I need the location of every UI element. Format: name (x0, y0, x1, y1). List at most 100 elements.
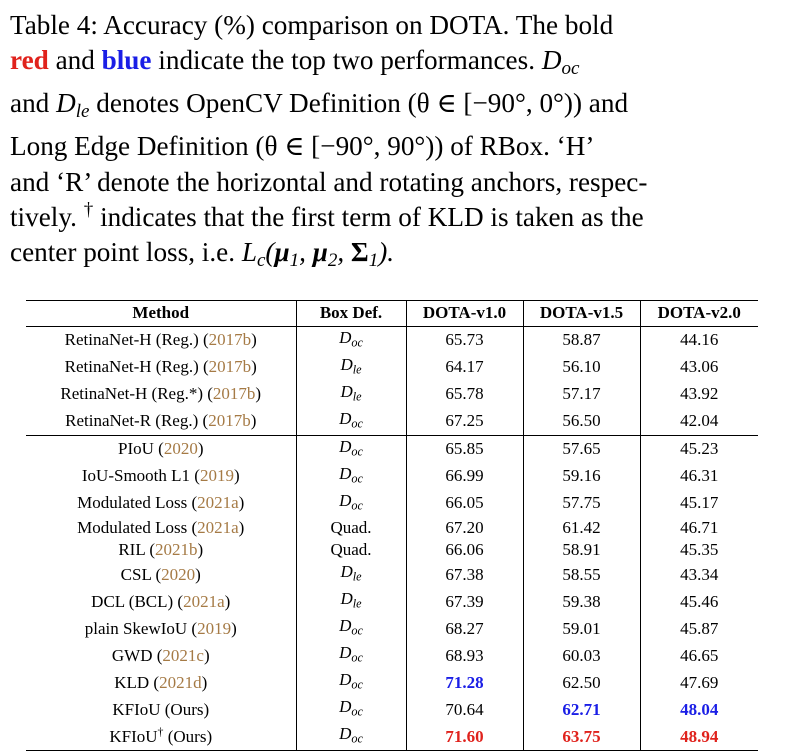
header-dota-v2-0: DOTA-v2.0 (639, 300, 758, 327)
header-box-def: Box Def. (295, 300, 406, 327)
header-dota-v1-0: DOTA-v1.0 (405, 300, 523, 327)
dota-v1-0-value: 64.17 (405, 353, 523, 381)
table-row: KLD (2021d) Doc 71.28 62.50 47.69 (26, 669, 758, 697)
citation-link[interactable]: 2021a (183, 591, 225, 611)
citation-link[interactable]: 2020 (161, 564, 196, 584)
citation-link[interactable]: 2021d (159, 672, 202, 692)
caption-line-6: tively. † indicates that the first term … (10, 199, 644, 232)
dota-v1-0-value: 70.64 (405, 696, 523, 724)
method-cell: RIL (2021b) (118, 540, 204, 560)
box-def-cell: Doc (295, 489, 406, 517)
box-def-cell: Doc (295, 462, 406, 490)
method-cell: KFIoU† (Ours) (26, 723, 296, 751)
box-def-cell: Doc (295, 407, 406, 436)
table-row: RIL (2021b) Quad. 66.06 58.91 45.35 (26, 539, 758, 562)
table-caption: Table 4: Accuracy (%) comparison on DOTA… (10, 8, 778, 278)
table-row: DCL (BCL) (2021a) Dle 67.39 59.38 45.46 (26, 588, 758, 616)
citation-link[interactable]: 2017b (208, 357, 252, 377)
table-row: KFIoU (Ours) Doc 70.64 62.71 48.04 (26, 696, 758, 724)
dota-v1-0-value: 67.38 (405, 561, 523, 589)
caption-line-5: and ‘R’ denote the horizontal and rotati… (10, 166, 648, 197)
dota-v2-0-value: 43.92 (639, 380, 758, 408)
table-row: Modulated Loss (2021a) Quad. 67.20 61.42 46.… (26, 516, 758, 540)
box-def-cell: Doc (295, 723, 406, 751)
citation-link[interactable]: 2021a (197, 493, 239, 513)
method-cell: CSL (2020) (120, 564, 201, 584)
box-def-cell: Quad. (295, 516, 406, 540)
table-row: CSL (2020) Dle 67.38 58.55 43.34 (26, 561, 758, 589)
table-body: RetinaNet-H (Reg.) (2017b) Doc 65.73 58.87 4… (26, 326, 758, 751)
dota-v1-5-value: 56.10 (522, 353, 640, 381)
dota-v1-5-value: 58.87 (522, 326, 640, 354)
dota-v1-5-value: 63.75 (522, 723, 640, 751)
dota-v1-5-value: 61.42 (522, 516, 640, 540)
dota-v2-0-value: 43.34 (639, 561, 758, 589)
caption-label: Table 4: (10, 10, 98, 40)
box-def-cell: Doc (295, 326, 406, 354)
citation-link[interactable]: 2020 (163, 439, 198, 459)
dota-v2-0-value: 46.65 (639, 642, 758, 670)
dota-v2-0-value: 46.71 (639, 516, 758, 540)
dota-v1-5-value: 62.50 (522, 669, 640, 697)
table-row: RetinaNet-R (Reg.) (2017b) Doc 67.25 56.50 4… (26, 407, 758, 436)
dota-v1-5-value: 62.71 (522, 696, 640, 724)
dota-v1-0-value: 66.06 (405, 539, 523, 562)
dota-v2-0-value: 47.69 (639, 669, 758, 697)
citation-link[interactable]: 2021a (197, 517, 239, 537)
method-cell: PIoU (2020) (26, 434, 296, 463)
dota-v1-0-value: 65.78 (405, 380, 523, 408)
table-row: GWD (2021c) Doc 68.93 60.03 46.65 (26, 642, 758, 670)
citation-link[interactable]: 2017b (212, 384, 256, 404)
header-method: Method (26, 300, 296, 327)
box-def-cell: Dle (295, 380, 406, 408)
method-cell: plain SkewIoU (2019) (84, 618, 237, 638)
box-def-cell: Dle (295, 353, 406, 381)
citation-link[interactable]: 2017b (208, 411, 251, 431)
dota-v2-0-value: 48.04 (639, 696, 758, 724)
dota-v1-5-value: 58.91 (522, 539, 640, 562)
method-cell: IoU-Smooth L1 (2019) (81, 466, 240, 486)
citation-link[interactable]: 2017b (208, 330, 252, 350)
box-def-cell: Dle (295, 561, 406, 589)
dagger-symbol: † (83, 199, 94, 221)
method-cell: Modulated Loss (2021a) (77, 517, 245, 537)
citation-link[interactable]: 2021b (155, 540, 198, 560)
dota-v1-0-value: 66.05 (405, 489, 523, 517)
d-le-symbol: Dle (56, 88, 90, 123)
method-cell: Modulated Loss (2021a) (77, 493, 245, 513)
citation-link[interactable]: 2019 (199, 466, 234, 486)
box-def-cell: Doc (295, 642, 406, 670)
dota-v2-0-value: 45.23 (639, 434, 758, 463)
dota-v1-0-value: 67.20 (405, 516, 523, 540)
caption-line-2: red and blue indicate the top two perfor… (10, 45, 580, 80)
caption-line-4: Long Edge Definition (θ ∈ [−90°, 90°)) o… (10, 131, 595, 162)
dota-v1-0-value: 68.27 (405, 615, 523, 643)
method-cell: KFIoU (Ours) (112, 699, 210, 719)
dota-v1-0-value: 71.28 (405, 669, 523, 697)
dota-v1-5-value: 57.65 (522, 434, 640, 463)
citation-link[interactable]: 2019 (197, 618, 232, 638)
dota-v2-0-value: 42.04 (639, 407, 758, 436)
table-header-row: Method Box Def. DOTA-v1.0 DOTA-v1.5 DOTA… (26, 300, 758, 327)
dota-v1-5-value: 58.55 (522, 561, 640, 589)
method-cell: DCL (BCL) (2021a) (91, 591, 231, 611)
dota-v1-0-value: 65.73 (405, 326, 523, 354)
dota-v1-5-value: 57.75 (522, 489, 640, 517)
table-row: KFIoU† (Ours) Doc 71.60 63.75 48.94 (26, 723, 758, 751)
dota-v1-5-value: 59.16 (522, 462, 640, 490)
table-row: Modulated Loss (2021a) Doc 66.05 57.75 45.17 (26, 489, 758, 517)
citation-link[interactable]: 2021c (162, 645, 204, 665)
table-row: RetinaNet-H (Reg.) (2017b) Doc 65.73 58.87 4… (26, 326, 758, 354)
dota-v2-0-value: 44.16 (639, 326, 758, 354)
box-def-cell: Doc (295, 434, 406, 463)
accuracy-table: Method Box Def. DOTA-v1.0 DOTA-v1.5 DOTA… (26, 300, 758, 751)
dota-v1-5-value: 60.03 (522, 642, 640, 670)
dota-v2-0-value: 48.94 (639, 723, 758, 751)
caption-line-1: Table 4: Accuracy (%) comparison on DOTA… (10, 10, 614, 40)
dota-v1-5-value: 59.01 (522, 615, 640, 643)
header-dota-v1-5: DOTA-v1.5 (522, 300, 640, 327)
table-row: PIoU (2020) Doc 65.85 57.65 45.23 (26, 434, 758, 463)
table-row: RetinaNet-H (Reg.*) (2017b) Dle 65.78 57.17… (26, 380, 758, 408)
dota-v2-0-value: 45.17 (639, 489, 758, 517)
box-def-cell: Doc (295, 615, 406, 643)
